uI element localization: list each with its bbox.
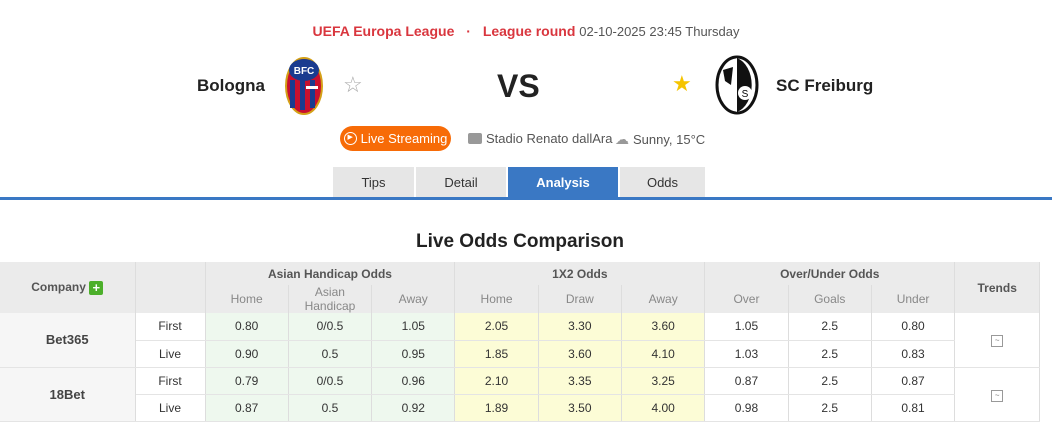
- odds-cell: 3.25: [621, 367, 706, 395]
- away-favorite-star-icon[interactable]: ★: [672, 71, 692, 96]
- subheader: Asian Handicap: [288, 285, 373, 313]
- company-header: Company +: [0, 262, 136, 313]
- odds-cell: 1.03: [704, 340, 789, 368]
- odds-cell: 0.95: [371, 340, 456, 368]
- add-company-plus-icon[interactable]: +: [89, 280, 104, 295]
- odds-cell: 0.80: [871, 313, 956, 341]
- odds-cell: 1.05: [371, 313, 456, 341]
- bologna-logo: BFC: [285, 57, 323, 115]
- subheader: Home: [205, 285, 289, 313]
- subheader: Under: [871, 285, 956, 313]
- tab-analysis[interactable]: Analysis: [508, 167, 618, 198]
- odds-cell: 2.10: [454, 367, 539, 395]
- odds-cell: 3.50: [538, 394, 623, 422]
- tab-tips[interactable]: Tips: [333, 167, 414, 198]
- odds-cell: 3.60: [538, 340, 623, 368]
- play-icon: ▶: [343, 132, 357, 145]
- stadium-icon: [468, 133, 482, 144]
- svg-text:BFC: BFC: [294, 66, 315, 77]
- odds-cell: 0.87: [871, 367, 956, 395]
- tab-detail[interactable]: Detail: [416, 167, 506, 198]
- odds-cell: 3.30: [538, 313, 623, 341]
- weather-label: Sunny, 15°C: [633, 132, 706, 147]
- ah-header: Asian Handicap Odds: [205, 262, 456, 285]
- competition-link[interactable]: UEFA Europa League: [312, 23, 455, 39]
- weather: ☁ Sunny, 15°C: [615, 131, 705, 148]
- home-team-name[interactable]: Bologna: [197, 76, 265, 95]
- odds-cell: 0/0.5: [288, 313, 373, 341]
- odds-cell: 4.00: [621, 394, 706, 422]
- odds-cell: 0.5: [288, 340, 373, 368]
- odds-cell: 0.90: [205, 340, 289, 368]
- odds-type: First: [135, 367, 206, 395]
- type-header: [135, 262, 206, 313]
- venue: Stadio Renato dallAra: [468, 131, 612, 146]
- odds-cell: 0/0.5: [288, 367, 373, 395]
- odds-cell: 0.87: [704, 367, 789, 395]
- trends-cell[interactable]: ~: [954, 313, 1041, 368]
- odds-cell: 2.5: [788, 340, 872, 368]
- odds-cell: 3.35: [538, 367, 623, 395]
- live-streaming-label: Live Streaming: [360, 131, 448, 146]
- odds-cell: 1.85: [454, 340, 539, 368]
- company-name[interactable]: Bet365: [0, 313, 136, 368]
- subheader: Draw: [538, 285, 623, 313]
- weather-cloud-icon: ☁: [615, 131, 629, 147]
- odds-cell: 3.60: [621, 313, 706, 341]
- odds-cell: 4.10: [621, 340, 706, 368]
- odds-cell: 2.5: [788, 313, 872, 341]
- table-row: Live 0.90 0.5 0.95 1.85 3.60 4.10 1.03 2.5 0.83: [0, 340, 1040, 368]
- odds-cell: 0.87: [205, 394, 289, 422]
- odds-cell: 0.98: [704, 394, 789, 422]
- venue-label: Stadio Renato dallAra: [486, 131, 613, 146]
- odds-cell: 2.5: [788, 394, 872, 422]
- odds-table: Company + Asian Handicap Odds 1X2 Odds O…: [0, 262, 1041, 422]
- away-team-name[interactable]: SC Freiburg: [776, 76, 874, 95]
- odds-type: Live: [135, 394, 206, 422]
- svg-text:S: S: [742, 89, 749, 100]
- round-label: League round: [482, 23, 576, 39]
- odds-type: First: [135, 313, 206, 341]
- table-row: 18Bet First 0.79 0/0.5 0.96 2.10 3.35 3.25 0.87 2…: [0, 367, 1041, 422]
- live-streaming-button[interactable]: ▶ Live Streaming: [340, 126, 451, 151]
- tab-odds[interactable]: Odds: [620, 167, 705, 198]
- separator: ·: [466, 23, 471, 39]
- subheader: Away: [621, 285, 706, 313]
- subheader: Goals: [788, 285, 872, 313]
- subheader: Home: [454, 285, 539, 313]
- trends-cell[interactable]: ~: [954, 367, 1041, 422]
- trend-chart-icon[interactable]: ~: [991, 389, 1004, 402]
- odds-cell: 0.96: [371, 367, 456, 395]
- odds-type: Live: [135, 340, 206, 368]
- match-datetime: 02-10-2025 23:45 Thursday: [579, 24, 740, 39]
- ou-header: Over/Under Odds: [704, 262, 956, 285]
- odds-cell: 0.79: [205, 367, 289, 395]
- odds-cell: 0.92: [371, 394, 456, 422]
- odds-cell: 2.5: [788, 367, 872, 395]
- company-name[interactable]: 18Bet: [0, 367, 136, 422]
- odds-cell: 0.5: [288, 394, 373, 422]
- match-header: UEFA Europa League · League round 02-10-…: [0, 23, 1052, 39]
- vs-label: VS: [497, 68, 540, 104]
- section-title: Live Odds Comparison: [416, 231, 624, 252]
- freiburg-logo: S: [715, 55, 759, 115]
- odds-cell: 1.05: [704, 313, 789, 341]
- home-favorite-star-icon[interactable]: ☆: [343, 72, 363, 97]
- trends-header: Trends: [954, 262, 1041, 313]
- odds-cell: 2.05: [454, 313, 539, 341]
- subheader: Over: [704, 285, 789, 313]
- table-row: Live 0.87 0.5 0.92 1.89 3.50 4.00 0.98 2.5 0.81: [0, 394, 1040, 422]
- subheader: Away: [371, 285, 456, 313]
- x2-header: 1X2 Odds: [454, 262, 706, 285]
- odds-cell: 0.81: [871, 394, 956, 422]
- odds-cell: 0.83: [871, 340, 956, 368]
- odds-cell: 0.80: [205, 313, 289, 341]
- table-row: Bet365 First 0.80 0/0.5 1.05 2.05 3.30 3.60 1.05…: [0, 313, 1041, 368]
- tab-underline: [0, 197, 1052, 200]
- trend-chart-icon[interactable]: ~: [991, 335, 1004, 348]
- odds-cell: 1.89: [454, 394, 539, 422]
